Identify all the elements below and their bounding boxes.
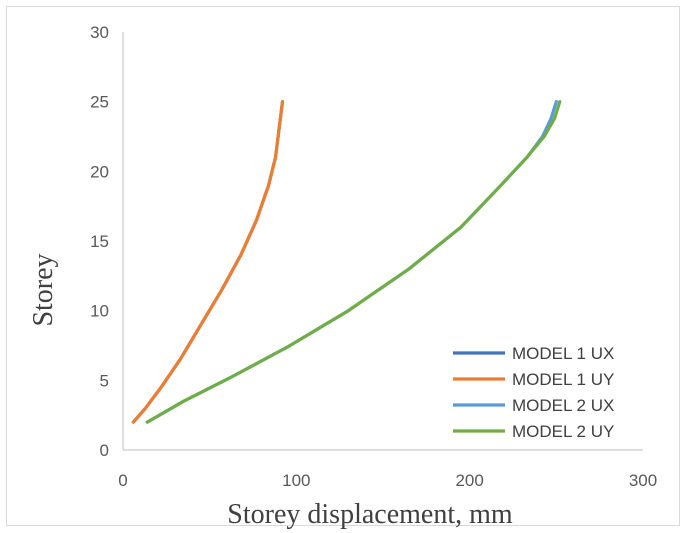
y-tick-label: 0 bbox=[100, 441, 109, 460]
series-line-1 bbox=[131, 100, 285, 424]
y-tick-label: 10 bbox=[90, 302, 109, 321]
legend-label: MODEL 2 UX bbox=[512, 396, 614, 415]
axes bbox=[122, 32, 643, 451]
legend-label: MODEL 1 UY bbox=[512, 370, 614, 389]
x-tick-label: 300 bbox=[629, 471, 657, 490]
legend-label: MODEL 1 UX bbox=[512, 344, 614, 363]
y-tick-label: 20 bbox=[90, 162, 109, 181]
y-tick-label: 30 bbox=[90, 23, 109, 42]
x-tick-label: 100 bbox=[282, 471, 310, 490]
y-axis-title: Storey bbox=[28, 253, 59, 326]
series-group bbox=[131, 100, 562, 424]
x-tick-label: 0 bbox=[118, 471, 127, 490]
series-line-2 bbox=[131, 100, 285, 424]
chart-frame bbox=[6, 6, 680, 526]
y-tick-label: 15 bbox=[90, 232, 109, 251]
x-axis-title: Storey displacement, mm bbox=[227, 499, 513, 530]
series-line-4 bbox=[145, 100, 562, 424]
legend-label: MODEL 2 UY bbox=[512, 422, 614, 441]
x-tick-label: 200 bbox=[455, 471, 483, 490]
legend: MODEL 1 UX MODEL 1 UY MODEL 2 UX MODEL 2 UY bbox=[453, 344, 614, 441]
y-tick-label: 5 bbox=[100, 371, 109, 390]
y-tick-label: 25 bbox=[90, 93, 109, 112]
series-line-3 bbox=[145, 100, 558, 424]
